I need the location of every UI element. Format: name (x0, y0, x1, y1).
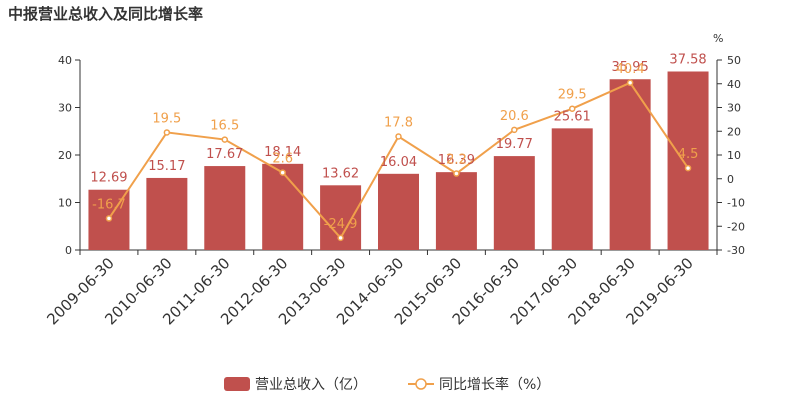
bar (667, 71, 709, 251)
line-point (568, 105, 576, 112)
left-tick-label: 30 (58, 102, 72, 115)
bar-value-label: 12.69 (90, 171, 127, 186)
line-point (337, 234, 344, 242)
line-value-label: -24.9 (324, 217, 358, 232)
right-tick-label: 30 (727, 102, 741, 115)
line-point (221, 136, 229, 143)
right-tick-label: 20 (727, 125, 741, 138)
bar-value-label: 19.77 (496, 137, 533, 152)
line-value-label: 20.6 (500, 109, 529, 124)
bar (204, 166, 246, 250)
line-layer (105, 79, 692, 242)
chart-title: 中报营业总收入及同比增长率 (8, 5, 203, 23)
right-tick-label: 50 (727, 54, 741, 67)
legend-bar-label: 营业总收入（亿） (255, 377, 367, 393)
bar-value-label: 16.04 (380, 155, 417, 170)
right-axis-unit: % (713, 32, 723, 45)
legend-bar-swatch (224, 377, 250, 391)
bar (551, 128, 593, 250)
line-point (453, 170, 460, 177)
line-value-label: 29.5 (558, 88, 587, 103)
right-tick-label: -20 (727, 220, 745, 233)
line-value-label: 16.5 (210, 119, 239, 134)
bar (146, 177, 188, 250)
line-value-label: 40.4 (616, 62, 645, 77)
bar-value-label: 15.17 (148, 159, 185, 174)
line-value-label: 19.5 (152, 111, 181, 126)
right-tick-label: 10 (727, 149, 741, 162)
line-point (395, 133, 402, 140)
legend-line-label: 同比增长率（%） (439, 376, 550, 393)
bar-value-label: 13.62 (322, 166, 359, 181)
line-point (163, 129, 171, 136)
left-tick-label: 20 (58, 149, 72, 162)
bar (609, 79, 651, 250)
line-value-label: 2.2 (446, 153, 467, 168)
bar-value-label: 37.58 (669, 52, 706, 67)
bar-value-label: 35.95 (612, 60, 649, 75)
left-tick-label: 10 (58, 197, 72, 210)
line-point (626, 79, 634, 87)
left-tick-label: 40 (58, 54, 72, 67)
right-tick-label: -10 (727, 197, 745, 210)
bar (493, 156, 535, 250)
line-value-label: 2.6 (272, 152, 293, 167)
legend[interactable]: 营业总收入（亿） 同比增长率（%） (224, 376, 550, 393)
line-point (511, 126, 518, 134)
bar (435, 172, 477, 250)
line-value-label: 4.5 (678, 147, 699, 162)
right-tick-label: -30 (727, 244, 745, 257)
bar-value-label: 17.67 (206, 147, 243, 162)
labels-layer: 12.69 15.17 17.67 18.14 13.62 16.04 16.39 19.77… (90, 52, 706, 231)
bar-value-label: 25.61 (554, 109, 591, 124)
legend-line-marker (415, 378, 427, 390)
line-value-label: 17.8 (384, 115, 413, 130)
left-tick-label: 0 (65, 244, 72, 257)
bar (262, 163, 304, 250)
right-tick-label: 40 (727, 78, 741, 91)
bar (378, 173, 419, 250)
line-value-label: -16.7 (92, 197, 126, 212)
bar-value-label: 18.14 (264, 145, 301, 160)
line-point (105, 215, 113, 222)
bar-value-label: 16.39 (438, 153, 475, 168)
line-point (279, 169, 286, 176)
right-tick-label: 0 (727, 173, 734, 186)
line-point (684, 164, 692, 172)
